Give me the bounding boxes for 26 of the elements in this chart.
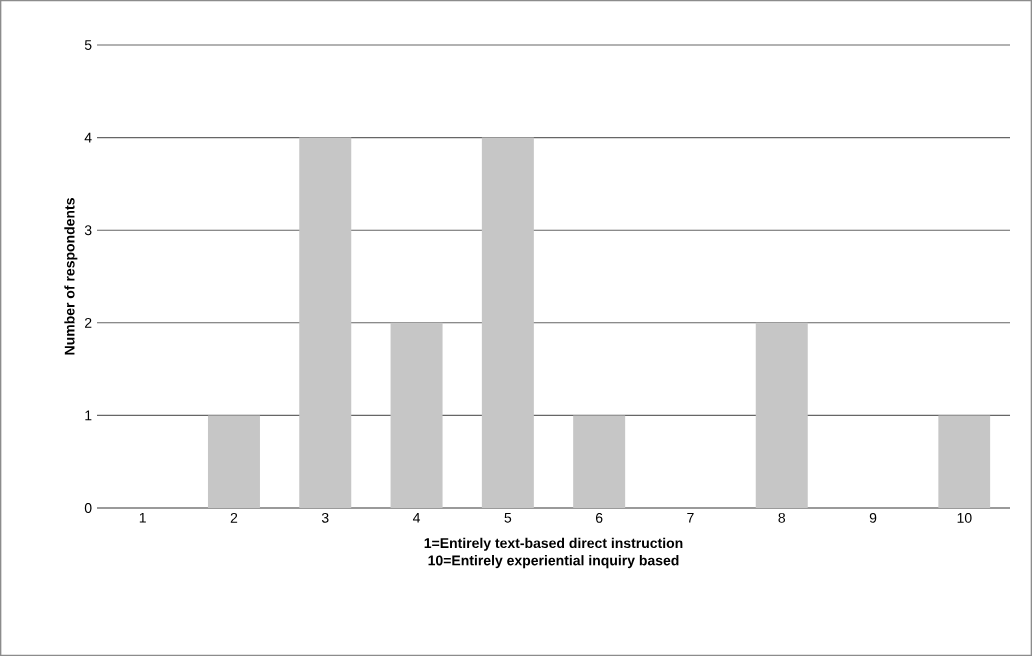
bar [573,415,626,508]
y-tick-label: 5 [84,40,92,50]
x-tick-label: 5 [504,512,512,523]
x-tick-label: 9 [869,512,877,523]
bar [299,137,352,508]
y-axis-title: Number of respondents [64,198,78,355]
text: 10=Entirely experiential inquiry based [428,555,679,569]
x-tick-label: 8 [778,512,786,523]
bar [390,322,443,508]
y-tick-label: 1 [85,410,92,421]
x-tick-label: 6 [595,512,603,523]
y-tick-label: 3 [84,225,92,236]
bar [207,415,260,508]
x-axis-title: 1=Entirely text-based direct instruction [424,537,683,551]
x-tick-label: 3 [321,512,329,523]
x-tick-label: 1 [139,512,146,523]
x-tick-label: 4 [412,512,421,523]
bar [938,415,991,508]
y-tick-label: 0 [84,503,92,513]
x-tick-label: 10 [957,512,972,523]
y-tick-label: 4 [84,132,92,143]
y-tick-label: 2 [85,317,92,328]
x-tick-label: 2 [230,512,238,523]
bar [755,322,808,508]
bar [481,137,534,508]
x-tick-label: 7 [687,512,694,523]
